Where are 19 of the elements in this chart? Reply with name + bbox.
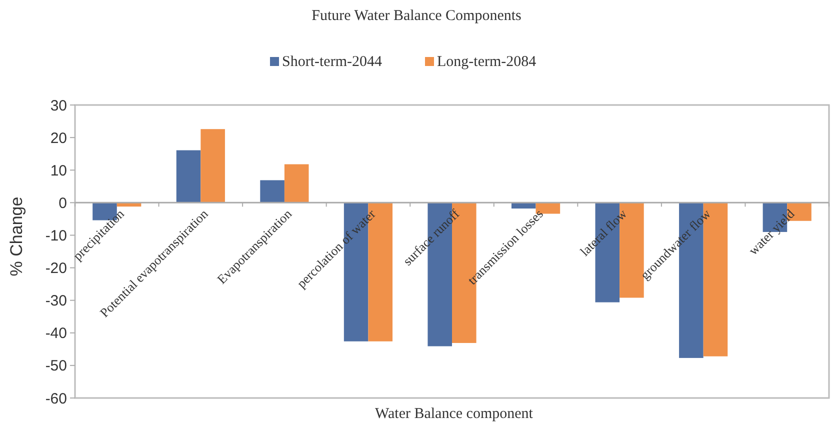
bar [176,150,201,203]
y-tick-label: -10 [45,227,67,244]
legend-label: Long-term-2084 [437,54,537,70]
y-tick-label: -30 [45,292,67,310]
bar [284,164,309,203]
y-tick-label: 20 [50,130,67,147]
y-tick-label: -40 [45,325,67,342]
legend-label: Short-term-2044 [282,54,382,70]
y-tick-label: 0 [58,194,67,212]
bar [260,180,284,203]
y-tick-label: -50 [45,358,67,375]
y-axis-title: % Change [7,196,26,276]
bar [200,129,225,203]
x-axis-title: Water Balance component [375,406,534,422]
chart-title: Future Water Balance Components [312,8,522,24]
y-tick-label: -60 [45,390,67,408]
y-tick-label: 30 [50,97,67,114]
y-tick-label: -20 [45,260,67,278]
y-tick-label: 10 [50,162,67,180]
